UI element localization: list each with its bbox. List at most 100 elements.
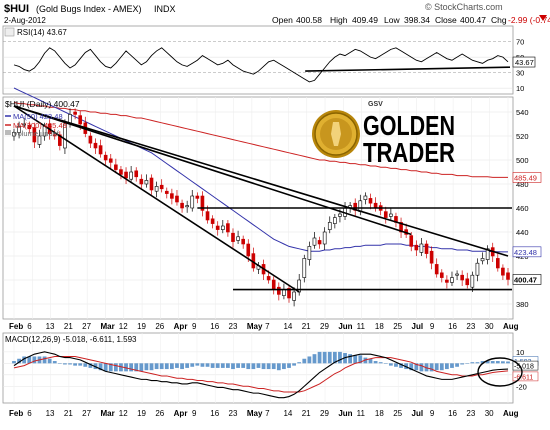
candle-body [271,279,276,290]
macd-hist-bar [154,363,159,370]
macd-x-tick-label: Aug [503,409,519,418]
macd-x-tick-label: Jul [412,409,424,418]
macd-x-tick-label: 21 [64,409,73,418]
candle-body [429,250,434,264]
ma200-legend: MA(200) 485.49 [13,121,67,130]
rsi-tick-label: 10 [516,84,524,93]
rsi-frame [2,25,514,95]
candle-body [139,178,144,185]
price-x-tick-label: 26 [155,322,164,331]
macd-hist-bar [231,363,235,370]
price-x-tick-label: 23 [466,322,475,331]
macd-tick-label: 10 [516,348,524,357]
macd-hist-bar [98,363,103,371]
macd-hist-bar [358,355,363,364]
macd-x-tick-label: 9 [192,409,197,418]
macd-x-tick-label: 16 [210,409,219,418]
macd-hist-bar [338,351,342,364]
price-title: $HUI (Daily) 400.47 [5,99,80,109]
macd-hist-bar [434,363,439,371]
macd-hist-bar [409,363,414,371]
rsi-panel: RSI(14) 43.67 7050301043.67 [2,25,536,95]
candle-body [185,205,189,208]
candle-body [455,273,459,276]
chart-date: 2-Aug-2012 [4,16,46,25]
macd-hist-bar [185,363,190,368]
price-trendline [13,105,509,257]
chg-value: -2.99 (-0.74%) [508,15,550,25]
macd-hist-bar [302,358,307,364]
candle-body [266,276,271,281]
price-tick-label: 460 [516,204,529,213]
macd-hist-bar [175,363,179,368]
macd-hist-bar [271,363,276,370]
candle-body [215,225,220,230]
price-x-tick-label: 13 [46,322,55,331]
candle-body [322,231,327,245]
candle-body [63,123,67,149]
macd-hist-bar [292,363,296,366]
ma200-last-value: 485.49 [514,173,537,182]
candle-body [358,200,363,212]
macd-hist-bar [159,363,164,370]
candle-body [241,238,245,245]
candle-body [277,286,281,295]
candle-body [292,291,296,301]
macd-hist-bar [68,363,72,365]
candle-body [93,142,98,149]
macd-x-tick-label: 23 [466,409,475,418]
candle-body [32,127,37,143]
close-last-value: 400.47 [514,275,537,284]
rsi-title: RSI(14) 43.67 [17,28,67,37]
candle-body [144,180,149,185]
candle-body [333,217,337,224]
macd-hist-bar [119,363,123,372]
price-panel: 540520500480460440420400380485.49423.484… [2,87,542,331]
macd-hist-bar [485,361,490,364]
macd-hist-bar [190,363,195,367]
price-x-tick-label: 23 [229,322,238,331]
macd-hist-bar [83,363,88,367]
candle-body [389,213,393,217]
candle-body [419,243,424,253]
close-label: Close [435,15,457,25]
macd-hist-bar [63,363,67,365]
rsi-line [13,47,509,83]
macd-hist-bar [506,361,510,364]
open-value: 400.58 [296,15,322,25]
candle-body [164,190,169,194]
candle-body [383,211,388,218]
price-x-tick-label: 14 [283,322,292,331]
candle-body [470,274,475,288]
macd-hist-bar [210,363,215,368]
rsi-last-value-box [512,56,536,68]
candle-body [475,262,480,276]
price-x-tick-label: 27 [82,322,91,331]
price-tick-label: 500 [516,156,529,165]
candle-body [200,195,205,211]
macd-hist-bar [373,361,378,364]
price-tick-label: 440 [516,228,529,237]
macd-title: MACD(12,26,9) -5.018, -6.611, 1.593 [5,335,137,344]
candle-body [450,277,454,283]
price-x-tick-label: 18 [375,322,384,331]
macd-last-value: -6.611 [514,374,533,381]
macd-x-tick-label: 13 [46,409,55,418]
macd-hist-bar [399,363,403,368]
candle-body [88,135,93,144]
macd-hist-bar [57,363,62,364]
macd-hist-bar [501,361,505,364]
macd-x-tick-label: 29 [320,409,329,418]
candle-body [460,274,464,281]
macd-hist-bar [460,363,465,365]
high-label: High [330,15,348,25]
macd-x-tick-label: May [247,409,263,418]
golden-trader-logo: GSV GOLDEN TRADER [312,101,455,168]
macd-hist-bar [195,363,200,366]
macd-hist-bar [424,363,429,372]
macd-x-tick-label: 21 [302,409,311,418]
ma200-last-box [512,172,542,183]
logo-tagline: GSV [368,101,383,108]
macd-hist-bar [480,361,485,364]
